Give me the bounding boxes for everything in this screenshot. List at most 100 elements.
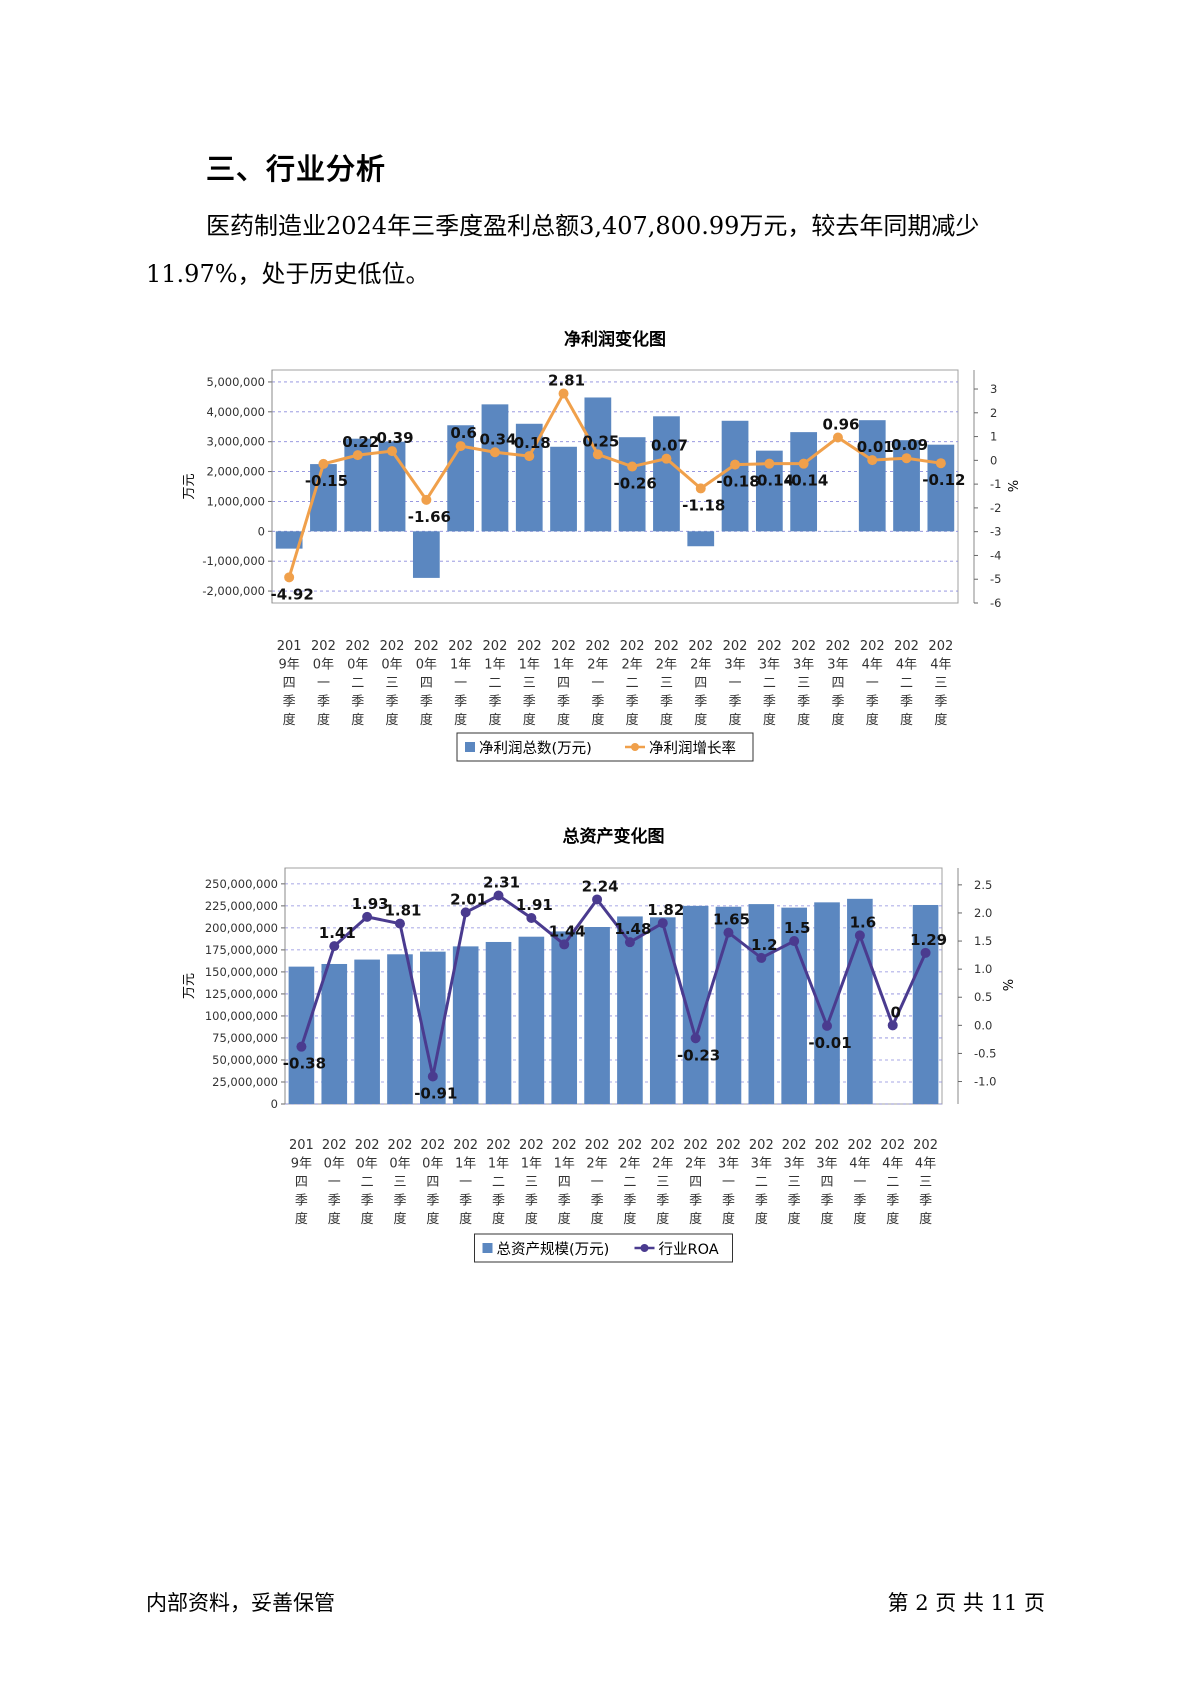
assets-xtick-label: 202 xyxy=(815,1138,840,1153)
profit-data-label: 0.07 xyxy=(651,437,688,455)
assets-xtick-label: 度 xyxy=(558,1211,571,1227)
assets-xtick-label: 度 xyxy=(689,1211,702,1227)
assets-xtick-label: 202 xyxy=(453,1138,478,1153)
profit-xtick-label: 三 xyxy=(934,676,947,691)
assets-ytick-label: 200,000,000 xyxy=(205,921,278,935)
profit-xtick-label: 4年 xyxy=(862,658,883,673)
assets-xtick-label: 202 xyxy=(782,1138,807,1153)
profit-y2tick-label: -2 xyxy=(990,501,1001,515)
profit-line-point xyxy=(387,446,398,457)
profit-bar xyxy=(378,441,406,532)
profit-xtick-label: 202 xyxy=(345,639,370,654)
profit-xtick-label: 202 xyxy=(585,639,610,654)
assets-xtick-label: 3年 xyxy=(784,1157,805,1172)
assets-bar xyxy=(452,946,479,1104)
assets-y2tick-label: -0.5 xyxy=(974,1046,996,1060)
profit-xtick-label: 度 xyxy=(557,712,570,728)
profit-xtick-label: 二 xyxy=(763,676,776,691)
assets-xtick-label: 1年 xyxy=(554,1157,575,1172)
assets-ytick-label: 100,000,000 xyxy=(205,1009,278,1023)
assets-data-label: 1.5 xyxy=(784,919,811,937)
assets-bar xyxy=(649,917,676,1104)
profit-bar xyxy=(481,404,509,532)
assets-xtick-label: 度 xyxy=(755,1211,768,1227)
profit-xtick-label: 度 xyxy=(866,712,879,728)
profit-xtick-label: 度 xyxy=(351,712,364,728)
assets-data-label: -0.23 xyxy=(677,1046,720,1064)
assets-bar xyxy=(387,954,413,1104)
profit-xtick-label: 0年 xyxy=(416,658,437,673)
assets-data-label: -0.01 xyxy=(808,1034,851,1052)
profit-bar xyxy=(412,531,440,578)
assets-data-label: 1.48 xyxy=(614,920,651,938)
assets-xtick-label: 季 xyxy=(492,1194,505,1209)
profit-xtick-label: 季 xyxy=(660,695,673,710)
profit-line-series xyxy=(287,390,942,578)
profit-xtick-label: 202 xyxy=(894,639,919,654)
profit-xtick-label: 季 xyxy=(351,695,364,710)
assets-xtick-label: 202 xyxy=(913,1138,938,1153)
assets-xtick-label: 1年 xyxy=(455,1157,476,1172)
profit-line-point xyxy=(284,572,295,583)
profit-xtick-label: 1年 xyxy=(484,658,505,673)
profit-line-point xyxy=(901,453,912,464)
assets-xtick-label: 度 xyxy=(853,1211,866,1227)
assets-xtick-label: 一 xyxy=(328,1175,341,1190)
profit-xtick-label: 202 xyxy=(688,639,713,654)
profit-ytick-label: 4,000,000 xyxy=(206,405,265,419)
profit-xtick-label: 4年 xyxy=(930,658,951,673)
assets-xtick-label: 202 xyxy=(585,1138,610,1153)
profit-xtick-label: 202 xyxy=(620,639,645,654)
assets-xtick-label: 一 xyxy=(591,1175,604,1190)
profit-xtick-label: 202 xyxy=(654,639,679,654)
profit-xtick-label: 4年 xyxy=(896,658,917,673)
profit-xtick-label: 四 xyxy=(557,676,570,691)
profit-xtick-label: 度 xyxy=(420,712,433,728)
assets-xtick-label: 4年 xyxy=(882,1157,903,1172)
assets-data-label: 2.24 xyxy=(582,877,619,895)
assets-xtick-label: 202 xyxy=(322,1138,347,1153)
profit-data-label: -0.15 xyxy=(305,472,348,490)
profit-data-label: -0.18 xyxy=(716,473,759,491)
profit-xtick-label: 度 xyxy=(934,712,947,728)
profit-xtick-label: 度 xyxy=(900,712,913,728)
assets-line-point xyxy=(723,927,734,938)
profit-xtick-label: 度 xyxy=(523,712,536,728)
profit-xtick-label: 202 xyxy=(551,639,576,654)
profit-data-label: 0.22 xyxy=(342,433,379,451)
profit-y-axis-title: 万元 xyxy=(182,473,197,499)
profit-data-label: 0.96 xyxy=(822,416,859,434)
assets-xtick-label: 季 xyxy=(361,1194,374,1209)
profit-xtick-label: 三 xyxy=(523,676,536,691)
assets-data-label: 2.01 xyxy=(450,890,487,908)
assets-xtick-label: 季 xyxy=(525,1194,538,1209)
assets-ytick-label: 175,000,000 xyxy=(205,943,278,957)
profit-xtick-label: 202 xyxy=(380,639,405,654)
assets-line-point xyxy=(854,930,865,941)
assets-xtick-label: 季 xyxy=(722,1194,735,1209)
profit-xtick-label: 季 xyxy=(454,695,467,710)
assets-ytick-label: 125,000,000 xyxy=(205,987,278,1001)
assets-line-point xyxy=(329,941,340,952)
assets-y2tick-label: 0.5 xyxy=(974,990,992,1004)
assets-y2tick-label: 2.0 xyxy=(974,906,992,920)
profit-xtick-label: 202 xyxy=(791,639,816,654)
assets-xtick-label: 季 xyxy=(295,1194,308,1209)
profit-line-point xyxy=(524,451,535,462)
assets-xtick-label: 三 xyxy=(393,1175,406,1190)
profit-xtick-label: 三 xyxy=(797,676,810,691)
profit-bar xyxy=(721,420,749,532)
assets-xtick-label: 201 xyxy=(289,1138,314,1153)
assets-data-label: 1.81 xyxy=(384,902,421,920)
assets-line-point xyxy=(624,937,635,948)
assets-data-label: 1.2 xyxy=(751,936,778,954)
assets-ytick-label: 75,000,000 xyxy=(212,1031,278,1045)
assets-line-point xyxy=(559,939,570,950)
assets-xtick-label: 二 xyxy=(361,1175,374,1190)
assets-data-label: -0.91 xyxy=(414,1084,457,1102)
profit-xtick-label: 度 xyxy=(454,712,467,728)
assets-xtick-label: 季 xyxy=(459,1194,472,1209)
assets-y2tick-label: -1.0 xyxy=(974,1075,996,1089)
profit-xtick-label: 3年 xyxy=(759,658,780,673)
assets-xtick-label: 1年 xyxy=(521,1157,542,1172)
